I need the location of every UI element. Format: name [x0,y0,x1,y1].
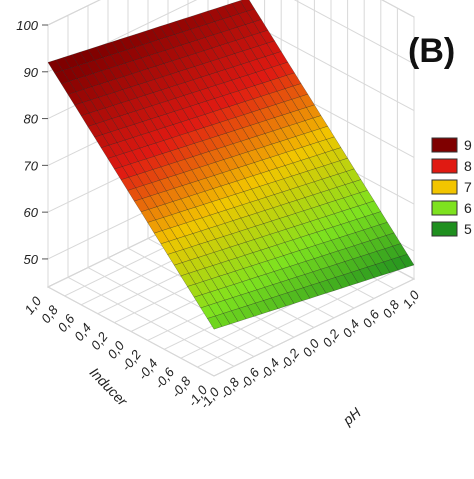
legend-label: 8 [464,158,472,174]
legend-swatch [431,158,458,174]
ph-tick-label: -0,6 [237,365,263,392]
gridline-z [47,0,415,73]
ph-tick-label: 1,0 [399,287,422,311]
legend-label: 6 [464,200,472,216]
z-tick-label: 70 [24,158,39,173]
legend-label: 9 [464,137,472,153]
z-tick-label: 60 [24,205,39,220]
legend-swatch [431,200,458,216]
panel-label: (B) [408,32,455,70]
ph-tick-label: 0,4 [339,317,362,340]
z-tick-label: 80 [24,112,39,127]
ph-axis-title: pH [339,404,364,429]
surface-cell [207,315,223,330]
ph-tick-label: -0,2 [277,345,303,372]
response-surface [47,0,415,330]
legend-label: 7 [464,179,472,195]
ph-tick-label: 0,0 [299,336,322,360]
legend-swatch [431,179,458,195]
inducer-axis-title: Inducer [87,364,132,410]
legend-label: 5 [464,221,472,237]
legend-swatch [431,221,458,237]
legend-swatch [431,137,458,153]
ph-tick-label: -0,8 [217,374,243,401]
ph-tick-label: 0,8 [379,297,402,321]
z-tick-label: 50 [24,252,39,267]
z-tick-label: 100 [16,18,38,33]
z-tick-label: 90 [24,65,39,80]
ph-tick-label: -0,4 [257,356,283,383]
ph-tick-label: 0,6 [359,306,382,330]
ph-tick-label: 0,2 [319,326,342,350]
legend: 9 8 7 6 5 [431,137,472,237]
